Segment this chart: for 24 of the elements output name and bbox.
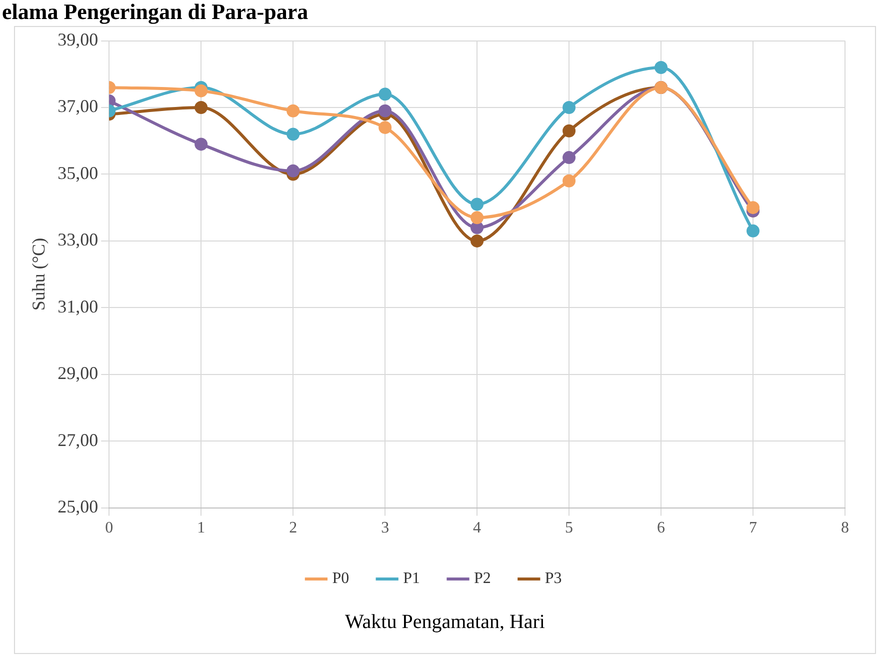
x-axis-title: Waktu Pengamatan, Hari — [344, 611, 546, 634]
y-tick-label: 25,00 — [58, 496, 98, 517]
legend-label: P1 — [403, 570, 420, 588]
y-tick-label: 29,00 — [58, 363, 98, 384]
y-tick-label: 31,00 — [58, 296, 98, 316]
legend-label: P2 — [474, 570, 491, 588]
x-tick-label: 0 — [105, 520, 114, 537]
x-tick-label: 4 — [473, 520, 482, 537]
y-tick-label: 33,00 — [58, 230, 98, 250]
x-tick-label: 6 — [657, 520, 666, 537]
x-tick-label: 2 — [289, 520, 298, 537]
y-tick-label: 37,00 — [58, 96, 98, 116]
x-tick-label: 5 — [565, 520, 574, 537]
x-tick-label: 7 — [749, 520, 758, 537]
legend-label: P3 — [544, 570, 562, 588]
x-tick-label: 8 — [841, 520, 849, 537]
x-tick-label: 3 — [381, 520, 390, 537]
x-tick-label: 1 — [197, 520, 206, 537]
legend-label: P0 — [332, 570, 350, 588]
y-tick-label: 27,00 — [58, 430, 98, 450]
chart-title: elama Pengeringan di Para-para — [2, 0, 308, 24]
y-tick-label: 35,00 — [58, 162, 98, 183]
y-tick-label: 39,00 — [58, 30, 98, 50]
y-axis-title: Suhu (°C) — [28, 238, 49, 311]
